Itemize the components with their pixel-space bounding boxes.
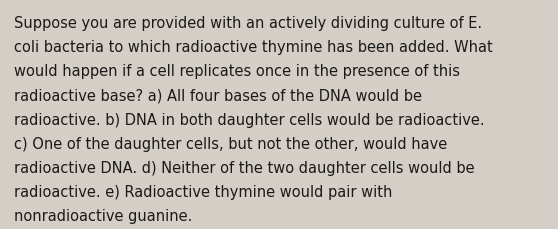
Text: radioactive. e) Radioactive thymine would pair with: radioactive. e) Radioactive thymine woul… xyxy=(14,184,392,199)
Text: nonradioactive guanine.: nonradioactive guanine. xyxy=(14,208,193,223)
Text: radioactive DNA. d) Neither of the two daughter cells would be: radioactive DNA. d) Neither of the two d… xyxy=(14,160,474,175)
Text: c) One of the daughter cells, but not the other, would have: c) One of the daughter cells, but not th… xyxy=(14,136,447,151)
Text: radioactive base? a) All four bases of the DNA would be: radioactive base? a) All four bases of t… xyxy=(14,88,422,103)
Text: Suppose you are provided with an actively dividing culture of E.: Suppose you are provided with an activel… xyxy=(14,16,482,31)
Text: coli bacteria to which radioactive thymine has been added. What: coli bacteria to which radioactive thymi… xyxy=(14,40,493,55)
Text: would happen if a cell replicates once in the presence of this: would happen if a cell replicates once i… xyxy=(14,64,460,79)
Text: radioactive. b) DNA in both daughter cells would be radioactive.: radioactive. b) DNA in both daughter cel… xyxy=(14,112,484,127)
